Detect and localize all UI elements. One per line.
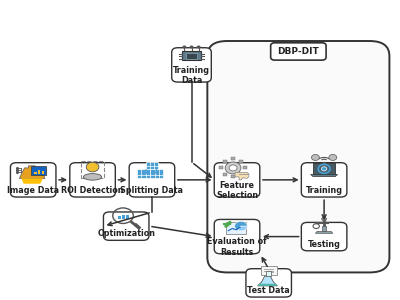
- Bar: [118, 216, 121, 219]
- Bar: [137, 169, 150, 178]
- Text: ROI Detection: ROI Detection: [61, 186, 124, 195]
- Bar: [146, 162, 158, 169]
- FancyBboxPatch shape: [301, 163, 347, 197]
- Circle shape: [229, 165, 237, 171]
- FancyBboxPatch shape: [214, 163, 260, 197]
- Bar: [223, 160, 227, 163]
- Bar: [42, 171, 44, 175]
- Circle shape: [225, 162, 241, 174]
- Bar: [231, 158, 235, 160]
- Text: Image Data: Image Data: [7, 186, 59, 195]
- Bar: [150, 169, 163, 178]
- Circle shape: [321, 167, 327, 171]
- Circle shape: [86, 162, 99, 172]
- FancyBboxPatch shape: [271, 43, 326, 60]
- Circle shape: [312, 154, 319, 160]
- Polygon shape: [21, 178, 43, 184]
- Bar: [38, 170, 40, 175]
- Ellipse shape: [84, 174, 102, 180]
- FancyBboxPatch shape: [70, 163, 115, 197]
- Polygon shape: [258, 276, 277, 286]
- FancyBboxPatch shape: [214, 219, 260, 254]
- Bar: [240, 173, 244, 176]
- Bar: [34, 172, 37, 175]
- Polygon shape: [311, 175, 338, 177]
- Circle shape: [197, 46, 201, 49]
- FancyBboxPatch shape: [10, 163, 56, 197]
- Text: Optimization: Optimization: [97, 229, 155, 238]
- Circle shape: [322, 217, 326, 221]
- Wedge shape: [238, 226, 247, 231]
- Bar: [226, 222, 246, 234]
- Text: Evaluation of
Results: Evaluation of Results: [207, 238, 267, 257]
- Text: Splitting Data: Splitting Data: [120, 186, 184, 195]
- Bar: [243, 167, 247, 170]
- Bar: [266, 271, 271, 276]
- Circle shape: [329, 154, 337, 160]
- FancyBboxPatch shape: [129, 163, 175, 197]
- Bar: [126, 215, 129, 219]
- Bar: [182, 52, 202, 60]
- Polygon shape: [315, 232, 333, 233]
- FancyBboxPatch shape: [246, 269, 292, 297]
- Bar: [31, 167, 46, 176]
- Text: DBP-DIT: DBP-DIT: [278, 47, 319, 56]
- FancyBboxPatch shape: [207, 41, 390, 272]
- FancyBboxPatch shape: [172, 48, 211, 82]
- Polygon shape: [235, 172, 249, 180]
- Bar: [231, 176, 235, 178]
- Polygon shape: [258, 284, 277, 286]
- Bar: [240, 160, 244, 163]
- Text: Training
Data: Training Data: [173, 66, 210, 85]
- Text: Test Data: Test Data: [247, 286, 290, 295]
- Polygon shape: [19, 166, 45, 178]
- Text: Testing: Testing: [308, 240, 340, 249]
- Bar: [261, 266, 277, 275]
- Bar: [81, 161, 104, 178]
- Text: Feature
Selection: Feature Selection: [216, 181, 258, 200]
- Circle shape: [182, 46, 186, 49]
- Bar: [223, 173, 227, 176]
- Text: Training: Training: [306, 186, 343, 195]
- Wedge shape: [235, 221, 247, 230]
- Bar: [219, 167, 223, 170]
- Bar: [322, 226, 326, 231]
- FancyBboxPatch shape: [301, 222, 347, 251]
- Bar: [186, 53, 198, 59]
- Circle shape: [190, 46, 194, 49]
- Bar: [122, 214, 125, 219]
- Bar: [313, 164, 335, 174]
- FancyBboxPatch shape: [104, 212, 149, 240]
